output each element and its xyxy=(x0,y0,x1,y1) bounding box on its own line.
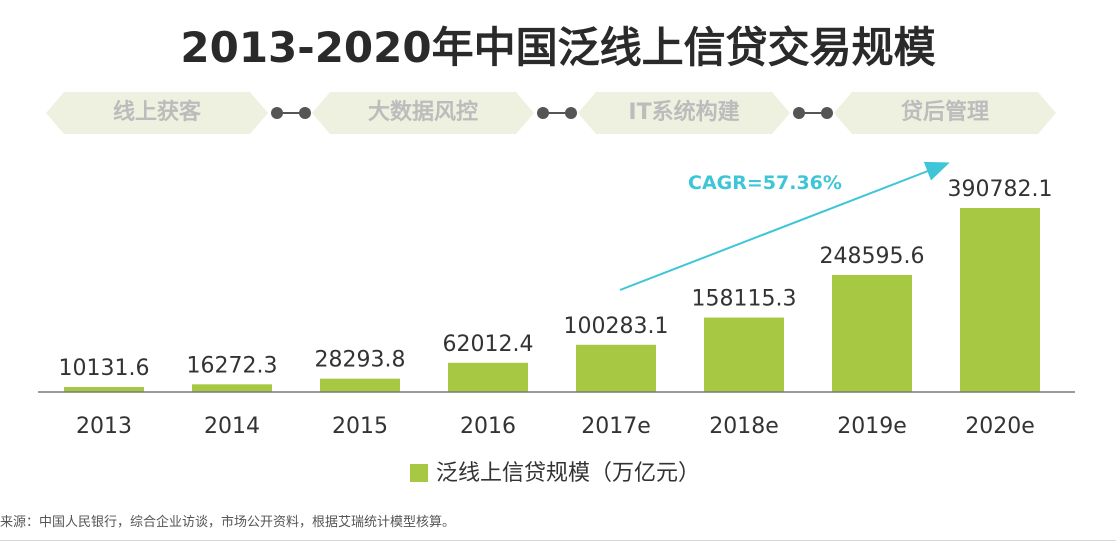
bar-2017e xyxy=(576,344,656,392)
bottom-divider xyxy=(0,540,1116,541)
step-big-data-risk-control: 大数据风控 xyxy=(312,92,534,134)
x-tick-2017e: 2017e xyxy=(581,414,651,439)
bar-2015 xyxy=(320,378,400,392)
data-label-2017e: 100283.1 xyxy=(564,314,669,339)
x-tick-2018e: 2018e xyxy=(709,414,779,439)
connector-dot xyxy=(537,107,549,119)
data-label-2018e: 158115.3 xyxy=(692,287,797,312)
data-label-2020e: 390782.1 xyxy=(948,177,1053,202)
data-label-2015: 28293.8 xyxy=(315,348,406,373)
connector-dot xyxy=(271,107,283,119)
x-tick-2015: 2015 xyxy=(332,414,388,439)
data-label-2016: 62012.4 xyxy=(443,332,534,357)
step-connector xyxy=(796,112,830,114)
source-note: 来源：中国人民银行，综合企业访谈，市场公开资料，根据艾瑞统计模型核算。 xyxy=(0,515,456,530)
bar-2014 xyxy=(192,384,272,392)
step-post-loan-management: 贷后管理 xyxy=(834,92,1056,134)
step-it-system-build: IT系统构建 xyxy=(578,92,790,134)
bar-2016 xyxy=(448,362,528,392)
x-tick-2013: 2013 xyxy=(76,414,132,439)
growth-arrow xyxy=(619,161,950,291)
x-tick-2016: 2016 xyxy=(460,414,516,439)
step-online-acquisition: 线上获客 xyxy=(46,92,268,134)
bar-2019e xyxy=(832,274,912,392)
data-label-2014: 16272.3 xyxy=(187,353,278,378)
cagr-annotation: CAGR=57.36% xyxy=(688,172,842,194)
step-connector xyxy=(540,112,574,114)
chart-title: 2013-2020年中国泛线上信贷交易规模 xyxy=(180,23,936,72)
legend-swatch xyxy=(410,464,428,482)
connector-dot xyxy=(565,107,577,119)
legend: 泛线上信贷规模（万亿元） xyxy=(410,459,700,489)
x-tick-2020e: 2020e xyxy=(965,414,1035,439)
connector-dot xyxy=(821,107,833,119)
step-connector xyxy=(274,112,308,114)
bar-2018e xyxy=(704,317,784,392)
connector-dot xyxy=(299,107,311,119)
bar-2020e xyxy=(960,208,1040,392)
data-label-2013: 10131.6 xyxy=(59,356,150,381)
bar-2013 xyxy=(64,387,144,392)
x-tick-2019e: 2019e xyxy=(837,414,907,439)
x-tick-2014: 2014 xyxy=(204,414,260,439)
process-steps: 线上获客 大数据风控 IT系统构建 贷后管理 xyxy=(0,0,1116,160)
connector-dot xyxy=(793,107,805,119)
data-label-2019e: 248595.6 xyxy=(820,244,925,269)
legend-label: 泛线上信贷规模（万亿元） xyxy=(436,461,701,486)
